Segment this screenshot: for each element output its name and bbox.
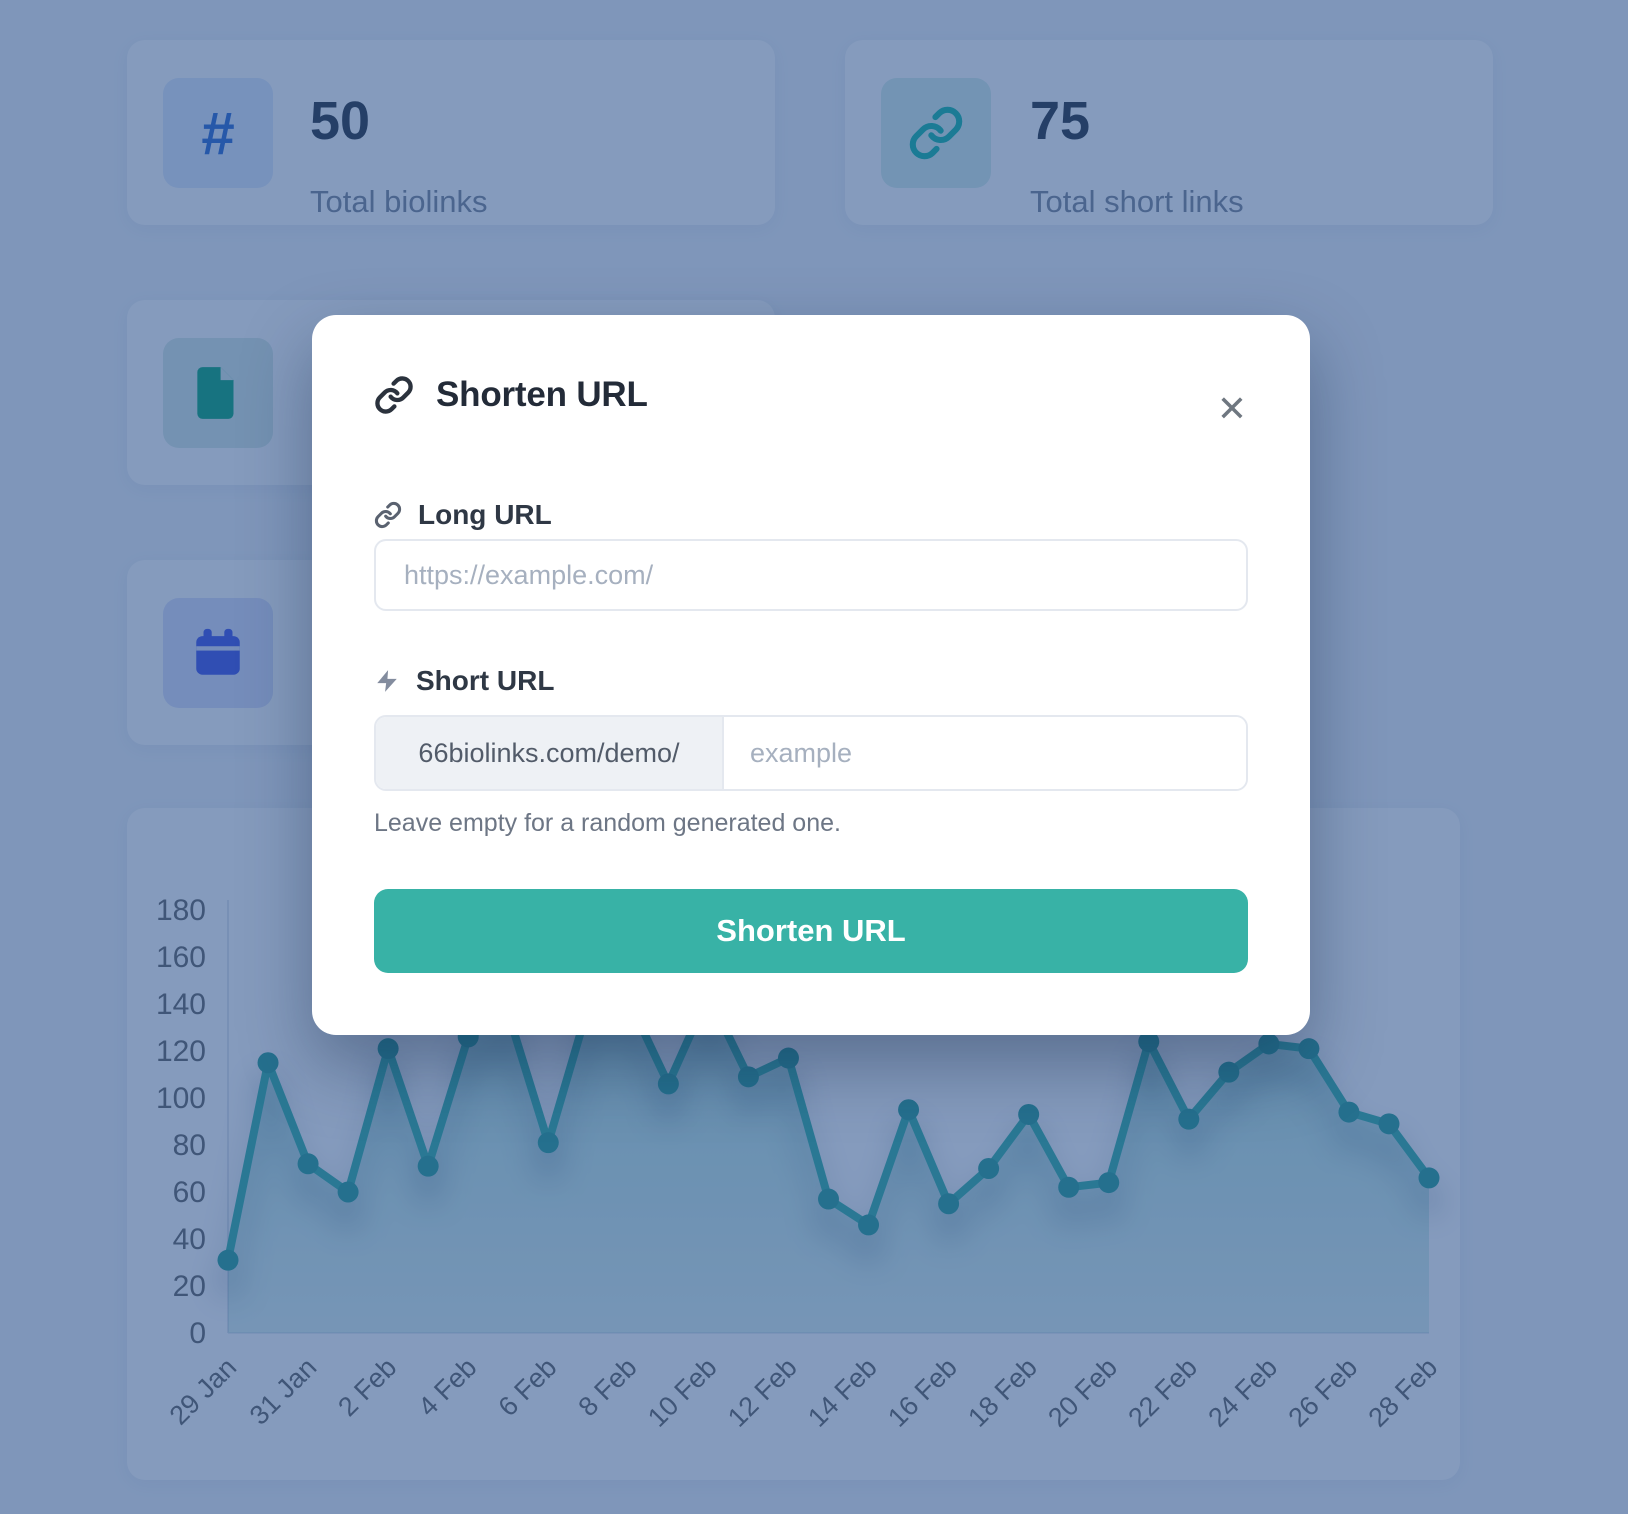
bolt-icon [374,668,400,694]
shorten-url-button[interactable]: Shorten URL [374,889,1248,973]
long-url-label-text: Long URL [418,499,552,530]
short-url-label-text: Short URL [416,665,555,696]
short-url-input[interactable] [724,717,1246,789]
short-url-input-group: 66biolinks.com/demo/ [374,715,1248,791]
link-icon [374,375,414,415]
modal-header: Shorten URL [374,375,1170,415]
modal-title: Shorten URL [436,375,648,414]
helper-text: Leave empty for a random generated one. [374,809,841,837]
long-url-input[interactable] [374,539,1248,611]
link-icon [374,501,402,529]
close-button[interactable]: ✕ [1210,387,1254,431]
long-url-label: Long URL [374,499,552,531]
short-url-label: Short URL [374,665,554,697]
shorten-url-modal: Shorten URL ✕ Long URL Short URL 66bioli… [312,315,1310,1035]
domain-prefix: 66biolinks.com/demo/ [376,717,724,789]
